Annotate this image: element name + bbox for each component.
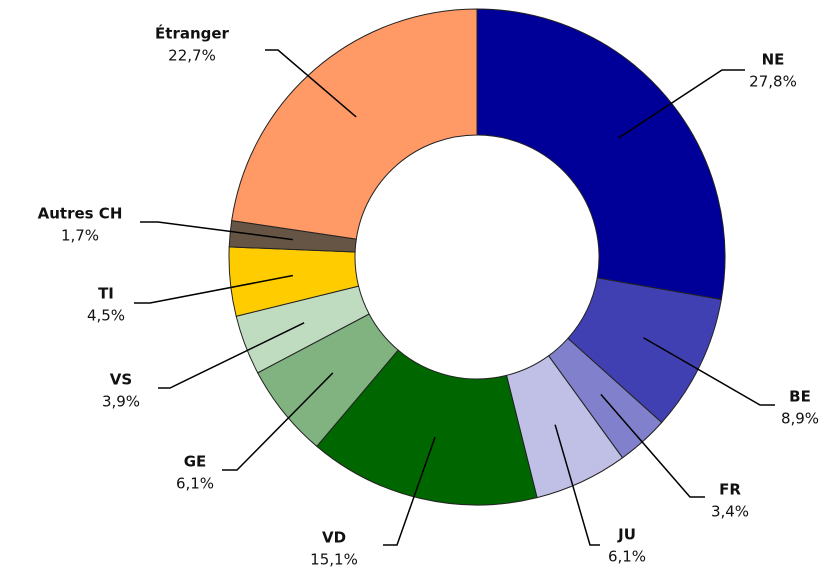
slice-value: 3,9% <box>102 393 140 411</box>
slice-value: 22,7% <box>168 47 216 65</box>
slice-name: JU <box>617 526 636 544</box>
slice-name: TI <box>98 285 114 303</box>
slice-value: 27,8% <box>749 73 797 91</box>
leader-line <box>265 49 357 118</box>
slice-value: 3,4% <box>711 503 749 521</box>
leader-line <box>383 436 436 546</box>
slice-value: 6,1% <box>176 475 214 493</box>
slice-value: 4,5% <box>87 307 125 325</box>
leader-line <box>158 322 305 389</box>
leader-line <box>600 393 705 498</box>
leader-line <box>222 372 334 471</box>
slice-value: 8,9% <box>781 410 819 428</box>
slice-name: BE <box>789 388 811 406</box>
slice-value: 1,7% <box>61 227 99 245</box>
slice-name: VS <box>110 371 132 389</box>
slice-name: GE <box>184 453 207 471</box>
slice-value: 6,1% <box>608 548 646 566</box>
donut-slice <box>231 8 478 240</box>
leader-line <box>140 221 293 241</box>
donut-slice <box>316 349 538 506</box>
slice-name: VD <box>322 529 346 547</box>
leader-line <box>554 424 600 546</box>
leader-line <box>134 274 294 304</box>
slice-value: 15,1% <box>310 551 358 569</box>
slice-name: Étranger <box>155 24 230 43</box>
donut-slice <box>476 8 726 301</box>
slice-name: Autres CH <box>38 205 123 223</box>
slice-name: FR <box>719 481 741 499</box>
slice-name: NE <box>762 51 785 69</box>
leader-line <box>643 337 775 406</box>
leader-line <box>618 69 745 139</box>
